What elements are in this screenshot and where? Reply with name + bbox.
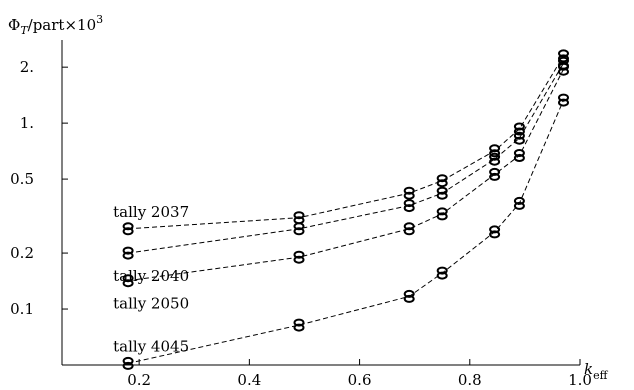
series-label: tally 2050	[113, 295, 189, 313]
svg-text:ΦT/part×103: ΦT/part×103	[8, 13, 103, 37]
data-point-marker	[489, 172, 501, 181]
data-point-marker	[122, 251, 134, 260]
data-point-marker	[403, 227, 415, 236]
data-point-marker	[436, 179, 448, 188]
data-point-marker	[436, 271, 448, 280]
x-axis-subscript: eff	[593, 369, 609, 382]
data-point-marker	[436, 212, 448, 221]
x-ticks: 0.2 0.4 0.6 0.8 1.0	[127, 359, 592, 389]
data-point-marker	[436, 191, 448, 200]
y-axis-subscript: T	[20, 24, 29, 37]
data-point-marker	[558, 67, 569, 76]
y-tick-label: 0.5	[10, 170, 34, 188]
data-point-marker	[513, 127, 525, 136]
data-point-marker	[513, 154, 525, 162]
x-tick-label: 0.6	[348, 371, 372, 389]
x-tick-label: 1.0	[568, 371, 592, 389]
data-point-marker	[558, 98, 569, 107]
x-tick-label: 0.2	[127, 371, 151, 389]
svg-text:keff: keff	[584, 360, 609, 382]
series-line	[128, 55, 564, 230]
data-point-marker	[489, 230, 501, 239]
y-axis-title: ΦT/part×103	[8, 13, 103, 37]
y-tick-label: 0.1	[10, 300, 34, 318]
data-point-marker	[122, 227, 134, 236]
y-tick-label: 2.	[20, 58, 34, 76]
y-tick-label: 0.2	[10, 244, 34, 262]
data-point-marker	[489, 149, 501, 158]
y-ticks: 0.1 0.2 0.5 1. 2.	[10, 58, 68, 318]
data-point-marker	[293, 323, 305, 332]
x-tick-label: 0.4	[237, 371, 261, 389]
data-point-marker	[403, 204, 415, 213]
series-1: tally 2037	[113, 49, 569, 236]
data-point-marker	[293, 227, 305, 236]
series-label: tally 2037	[113, 203, 189, 221]
data-point-marker	[403, 191, 415, 200]
series-label: tally 4045	[113, 337, 189, 355]
x-axis-title: keff	[584, 360, 609, 382]
x-tick-label: 0.8	[458, 371, 482, 389]
data-point-marker	[513, 136, 525, 145]
data-point-marker	[513, 201, 525, 210]
y-axis-exponent: 3	[96, 13, 103, 26]
series-4: tally 4045	[113, 93, 569, 370]
data-point-marker	[403, 294, 415, 303]
data-point-marker	[489, 157, 501, 166]
y-axis-unit: /part×10	[28, 16, 96, 34]
series-3: tally 2050	[113, 62, 569, 313]
y-tick-label: 1.	[20, 114, 34, 132]
y-axis-symbol: Φ	[8, 16, 20, 34]
data-point-marker	[293, 255, 305, 264]
data-point-marker	[122, 361, 134, 370]
data-point-marker	[122, 279, 134, 288]
x-axis-symbol: k	[584, 360, 593, 378]
